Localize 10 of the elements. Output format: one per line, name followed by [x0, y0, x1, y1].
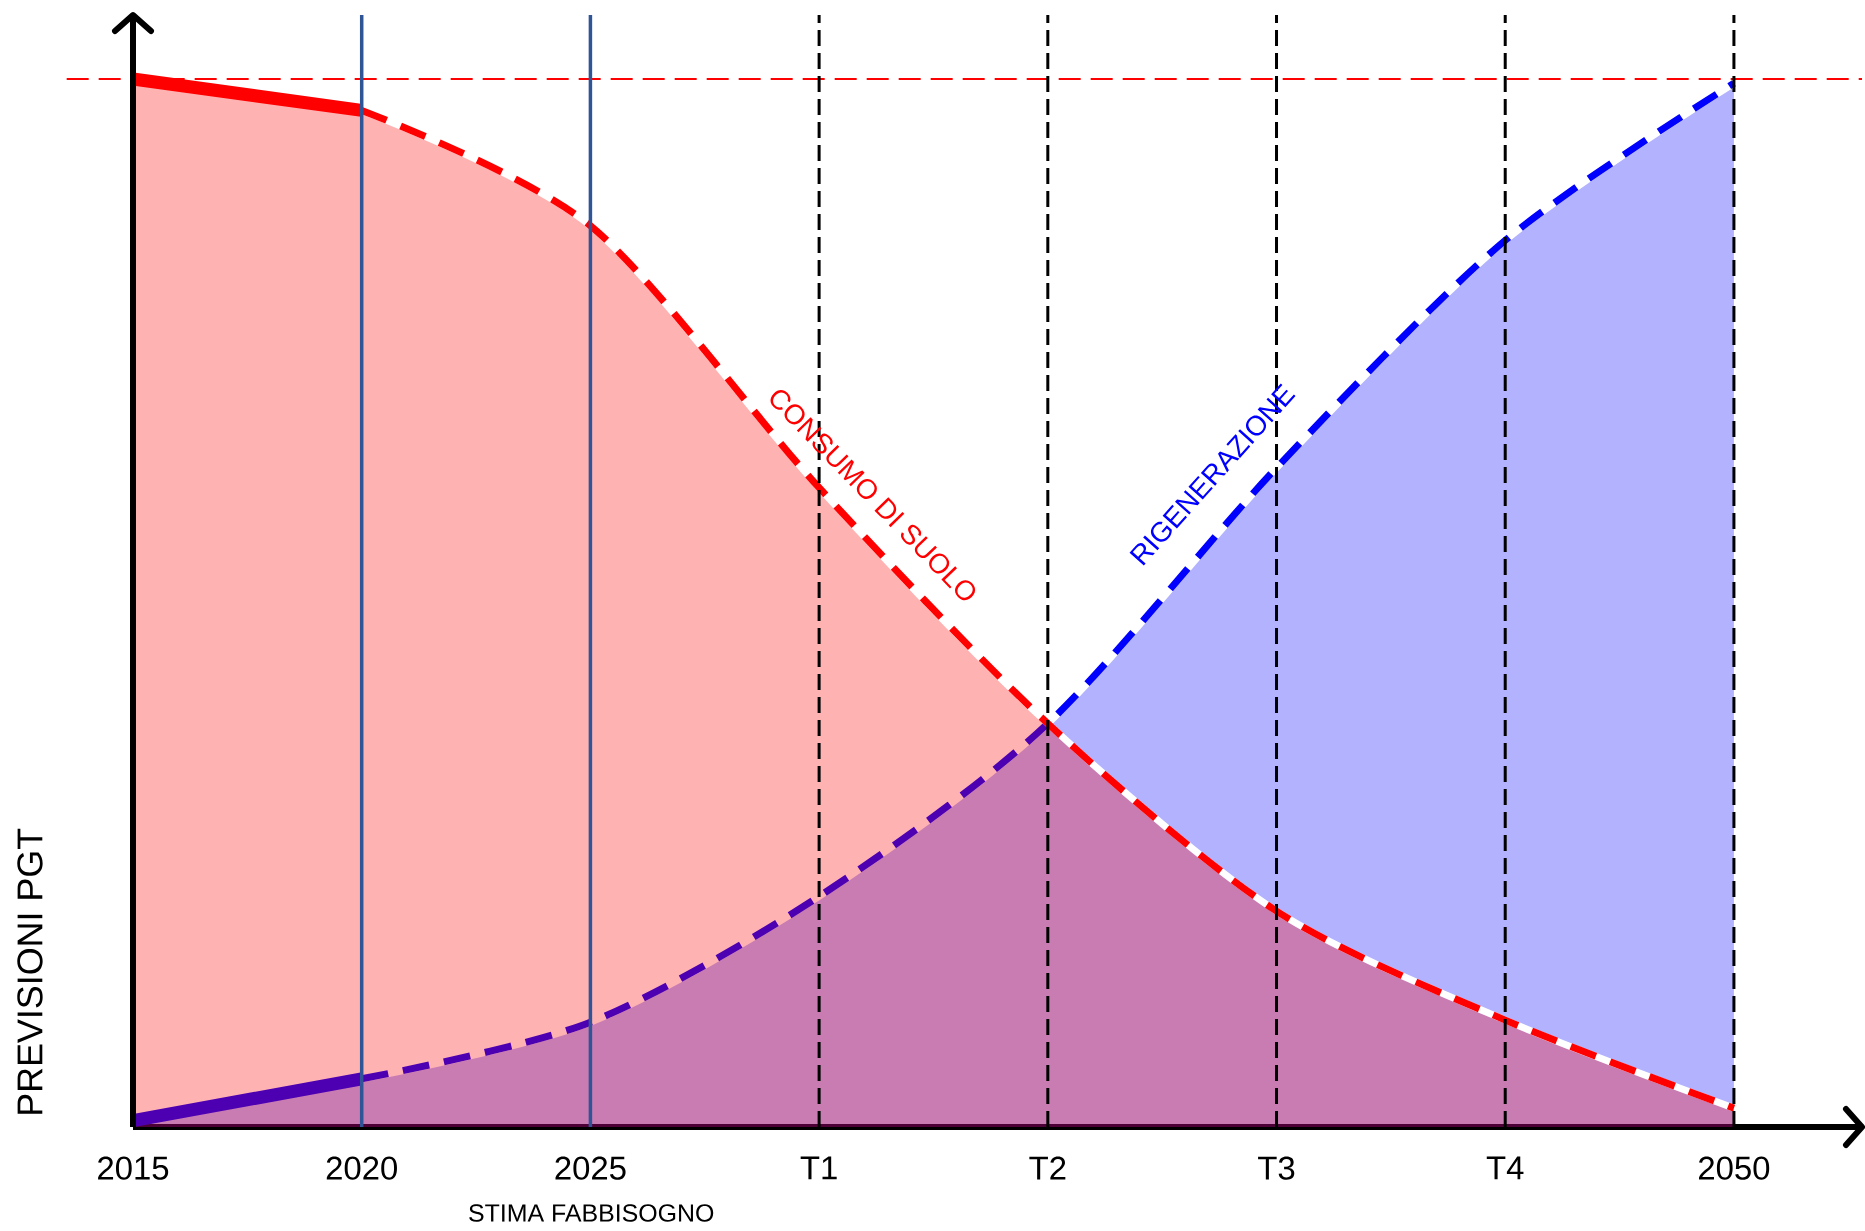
x-tick-label: 2020	[326, 1156, 397, 1180]
x-tick-label: T1	[800, 1156, 837, 1180]
x-tick-label: T4	[1486, 1156, 1524, 1180]
y-axis-title: PREVISIONI PGT	[17, 828, 43, 1114]
x-tick-label: T2	[1029, 1156, 1066, 1180]
x-tick-label: 2050	[1699, 1156, 1770, 1180]
text: STIMA FABBISOGNO	[469, 1204, 714, 1222]
x-tick-label: T3	[1258, 1156, 1295, 1180]
x-tick-label: 2025	[555, 1156, 626, 1180]
x-tick-label: 2015	[98, 1156, 169, 1180]
